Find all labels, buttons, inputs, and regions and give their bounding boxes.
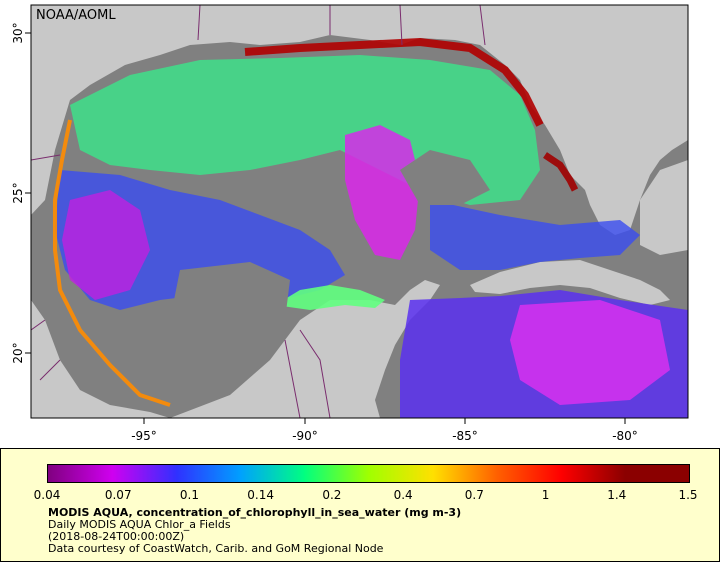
lon-ticks (143, 418, 626, 424)
mexico-red-band (53, 119, 171, 407)
credit-box (33, 6, 109, 23)
lon-label-90: -90° (292, 429, 318, 443)
colorbar-tick-label: 0.4 (393, 488, 413, 502)
colorbar-tick-label: 0.2 (322, 488, 342, 502)
colorbar (47, 464, 690, 483)
mexico-land (31, 300, 170, 418)
caribbean-magenta (510, 300, 670, 405)
lat-label-20: 20° (11, 342, 25, 363)
colorbar-segment (624, 465, 690, 482)
lat-ticks (25, 32, 31, 354)
loop-magenta (345, 125, 420, 260)
yucatan-shelf (275, 285, 385, 310)
colorbar-segment (560, 465, 626, 482)
legend-line-1: Daily MODIS AQUA Chlor_a Fields (48, 518, 231, 531)
colorbar-tick-label: 0.1 (179, 488, 199, 502)
colorbar-tick-label: 0.14 (247, 488, 275, 502)
lon-label-80: -80° (612, 429, 638, 443)
colorbar-segment (240, 465, 305, 482)
cloud-gap (170, 262, 290, 370)
florida-red-band (543, 152, 579, 192)
colorbar-tick-label: 1.5 (678, 488, 698, 502)
colorbar-segment (304, 465, 369, 482)
florida-land (640, 160, 688, 255)
lon-label-95: -95° (131, 429, 157, 443)
colorbar-tick-label: 1.4 (607, 488, 627, 502)
colorbar-tick-label: 0.04 (33, 488, 61, 502)
colorbar-tick-label: 0.07 (104, 488, 132, 502)
cloud-gap-2 (400, 150, 490, 205)
legend-title: MODIS AQUA, concentration_of_chlorophyll… (48, 506, 462, 519)
colorbar-segment (112, 465, 177, 482)
credit-text: NOAA/AOML (36, 8, 116, 23)
colorbar-segment (48, 465, 113, 482)
west-purple (62, 190, 150, 300)
cuba-land (470, 260, 670, 305)
colorbar-segment (176, 465, 241, 482)
colorbar-segment (368, 465, 434, 482)
colorbar-tick-label: 1 (541, 488, 550, 502)
chlorophyll-map: NOAA/AOML -95° -90° -85° -80° 30° 25° 20… (11, 4, 689, 443)
state-borders (31, 5, 486, 418)
legend-line-2: (2018-08-24T00:00:00Z) (48, 530, 185, 543)
plot-frame (30, 4, 689, 419)
legend-line-3: Data courtesy of CoastWatch, Carib. and … (48, 542, 384, 555)
east-blues (430, 200, 640, 270)
us-land (31, 5, 688, 235)
colorbar-tick-label: 0.7 (464, 488, 484, 502)
lat-label-30: 30° (11, 22, 25, 43)
colorbar-segment (496, 465, 562, 482)
lon-label-85: -85° (452, 429, 478, 443)
colorbar-segment (432, 465, 498, 482)
coast-red-band (244, 37, 544, 127)
yucatan-land (170, 280, 440, 418)
lat-label-25: 25° (11, 182, 25, 203)
